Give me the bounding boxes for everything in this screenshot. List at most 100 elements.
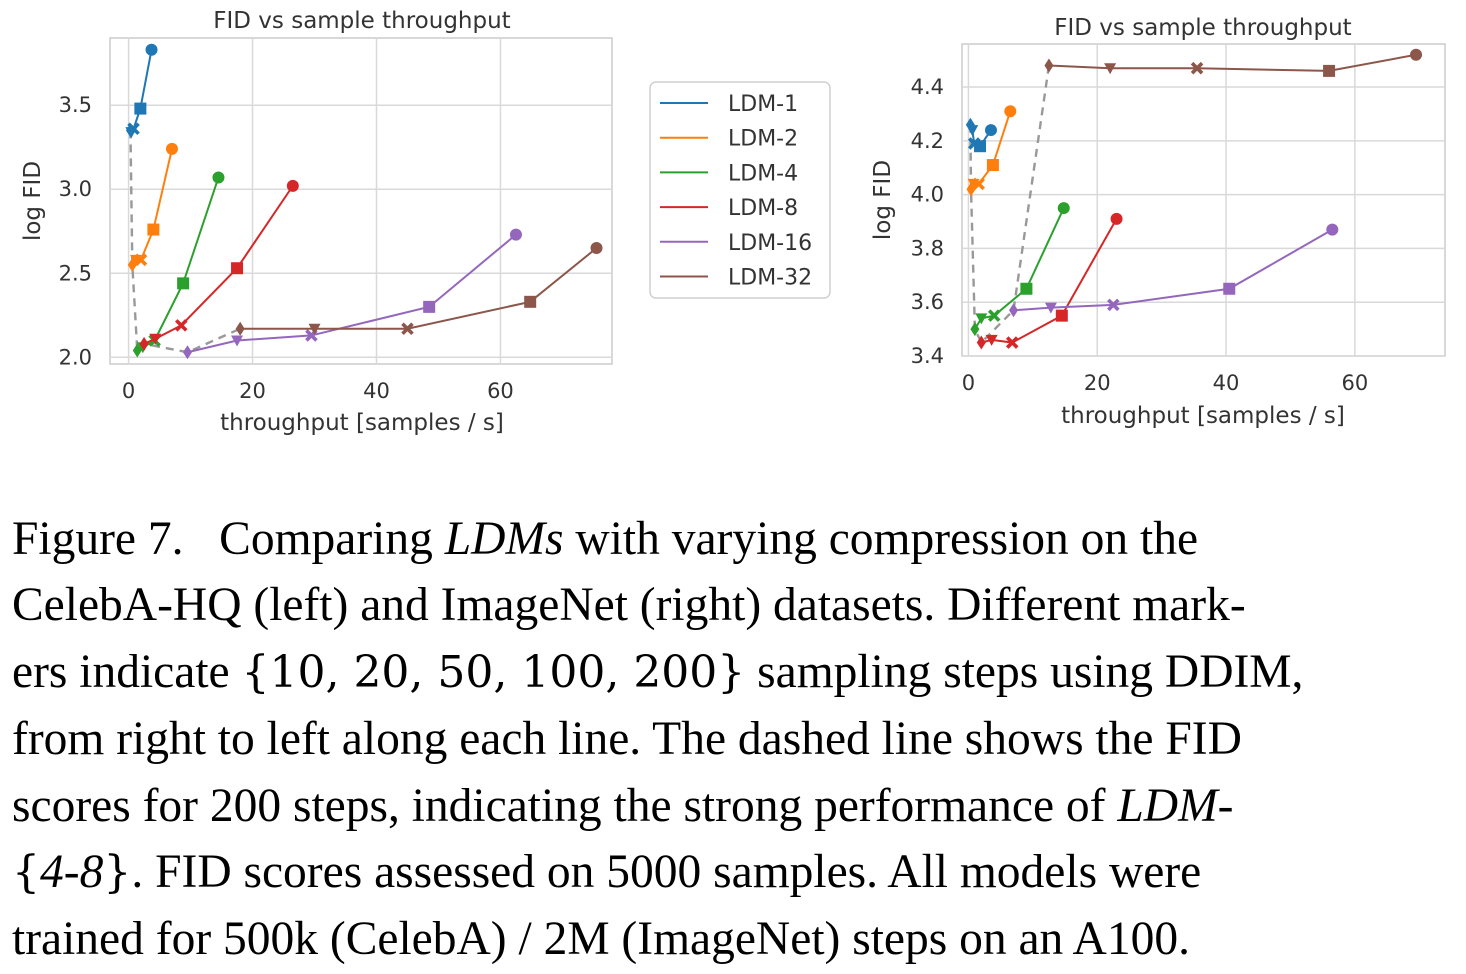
point-ldm-16-square (1223, 282, 1236, 295)
x-tick-label: 60 (487, 379, 514, 403)
point-ldm-16-x-stroke-b (1107, 298, 1120, 312)
x-axis-label: throughput [samples / s] (1061, 403, 1345, 429)
chart-title: FID vs sample throughput (213, 8, 510, 34)
x-tick-label: 60 (1341, 371, 1368, 395)
point-ldm-8-x-stroke-b (174, 319, 188, 332)
point-ldm-32-triangle-down (1104, 63, 1117, 75)
point-ldm-4-triangle-down (975, 313, 988, 325)
point-ldm-4-square (1020, 282, 1033, 295)
point-ldm-2-diamond (127, 257, 137, 272)
point-ldm-2-diamond (966, 182, 976, 197)
caption-ldms-italic: LDMs (444, 513, 564, 565)
point-ldm-4-diamond (970, 322, 980, 337)
point-ldm-4-circle (1057, 202, 1070, 215)
point-ldm-1-x (967, 137, 981, 150)
point-ldm-8-diamond (976, 335, 986, 350)
point-ldm-32-x (1190, 61, 1204, 75)
x-tick-label: 40 (363, 379, 390, 403)
point-ldm-8-triangle-down (149, 333, 162, 345)
point-ldm-32-circle (1410, 48, 1423, 61)
caption-line-5: scores for 200 steps, indicating the str… (12, 779, 1234, 832)
legend-label-ldm-16: LDM-16 (728, 231, 812, 256)
point-ldm-4-diamond (132, 343, 142, 358)
x-axis-label: throughput [samples / s] (220, 410, 504, 436)
y-tick-label: 4.0 (911, 183, 944, 207)
point-ldm-8-circle (1110, 212, 1123, 225)
x-tick-label: 0 (122, 379, 135, 403)
x-tick-label: 40 (1213, 371, 1240, 395)
y-tick-label: 3.5 (59, 93, 92, 117)
plot-frame (109, 37, 613, 365)
caption-steps-set: {10, 20, 50, 100, 200} (241, 646, 746, 698)
point-ldm-4-x-stroke-b (987, 309, 1001, 322)
caption-line-3: ers indicate {10, 20, 50, 100, 200} samp… (12, 645, 1304, 698)
point-ldm-32-x (401, 322, 414, 335)
point-ldm-2-x-stroke-b (972, 177, 986, 191)
point-ldm-32-square (1323, 64, 1336, 77)
legend-label-ldm-2: LDM-2 (728, 127, 798, 152)
caption-label: Figure 7. (12, 513, 184, 565)
chart-left-celeba: 0 20 40 60 2.0 2.5 3.0 3.5 FID vs sample through… (20, 8, 613, 436)
legend-label-ldm-1: LDM-1 (728, 92, 798, 117)
point-ldm-2-x-stroke-b (134, 253, 148, 267)
point-ldm-1-circle (984, 124, 997, 137)
point-ldm-16-circle (1326, 223, 1339, 236)
legend-label-ldm-32: LDM-32 (728, 266, 812, 291)
point-ldm-32-x-stroke-b (401, 322, 414, 335)
y-tick-label: 4.2 (911, 129, 944, 153)
x-tick-label: 0 (962, 371, 975, 395)
y-tick-label: 3.6 (911, 290, 944, 314)
plot-frame (961, 43, 1446, 357)
caption-line-1: Figure 7. Comparing LDMs with varying co… (12, 513, 1199, 565)
chart-right-imagenet: 0 20 40 60 3.4 3.6 3.8 4.0 4.2 4.4 FID vs sample t… (870, 15, 1446, 429)
caption-line-2: CelebA-HQ (left) and ImageNet (right) da… (12, 579, 1246, 632)
point-ldm-8-square (231, 262, 244, 275)
point-ldm-8-square (1055, 309, 1068, 322)
point-ldm-2-triangle-down (967, 178, 980, 190)
y-tick-label: 4.4 (911, 75, 944, 99)
point-ldm-32-x-stroke-b (1190, 61, 1204, 75)
point-ldm-8-x-stroke-b (1005, 336, 1019, 349)
point-ldm-4-x (987, 309, 1001, 322)
point-ldm-8-x (1005, 336, 1019, 349)
point-ldm-8-x (174, 319, 188, 332)
point-ldm-1-circle (145, 43, 158, 56)
point-ldm-16-triangle-down (1044, 302, 1057, 314)
point-ldm-2-square (147, 223, 160, 236)
x-tick-label: 20 (239, 379, 266, 403)
point-ldm-8-triangle-down (985, 334, 998, 346)
y-tick-label: 3.4 (911, 344, 944, 368)
point-ldm-8-diamond (139, 336, 149, 351)
caption-line-4: from right to left along each line. The … (12, 713, 1242, 766)
point-ldm-16-diamond (1009, 303, 1019, 318)
point-ldm-2-circle (165, 142, 178, 155)
point-ldm-32-diamond (235, 321, 245, 336)
dashed-200-steps-line (969, 65, 1051, 345)
point-ldm-1-diamond (965, 117, 975, 132)
y-tick-label: 3.8 (911, 236, 944, 260)
point-ldm-2-square (986, 159, 999, 172)
point-ldm-16-circle (509, 228, 522, 241)
point-ldm-8-circle (286, 179, 299, 192)
point-ldm-16-diamond (182, 345, 192, 360)
point-ldm-1-diamond (125, 123, 135, 138)
y-axis-label: log FID (20, 161, 46, 241)
figure-charts: 0 20 40 60 2.0 2.5 3.0 3.5 FID vs sample through… (20, 8, 1446, 436)
point-ldm-1-x-stroke-b (967, 137, 981, 150)
point-ldm-4-circle (212, 171, 225, 184)
figure-caption: Figure 7. Comparing LDMs with varying co… (12, 506, 1452, 973)
point-ldm-16-x (1107, 298, 1120, 312)
chart-title: FID vs sample throughput (1054, 15, 1351, 41)
legend-label-ldm-8: LDM-8 (728, 196, 798, 221)
point-ldm-1-square (134, 102, 147, 115)
x-tick-label: 20 (1084, 371, 1111, 395)
legend: LDM-1 LDM-2 LDM-4 LDM-8 LDM-16 LDM-32 (649, 81, 831, 299)
point-ldm-32-circle (590, 242, 603, 255)
legend-box (649, 81, 831, 299)
point-ldm-2-triangle-down (130, 254, 143, 266)
point-ldm-2-circle (1004, 105, 1017, 118)
legend-label-ldm-4: LDM-4 (728, 161, 798, 186)
point-ldm-4-square (177, 277, 190, 290)
y-tick-label: 3.0 (59, 177, 92, 201)
caption-line-7: trained for 500k (CelebA) / 2M (ImageNet… (12, 913, 1190, 966)
